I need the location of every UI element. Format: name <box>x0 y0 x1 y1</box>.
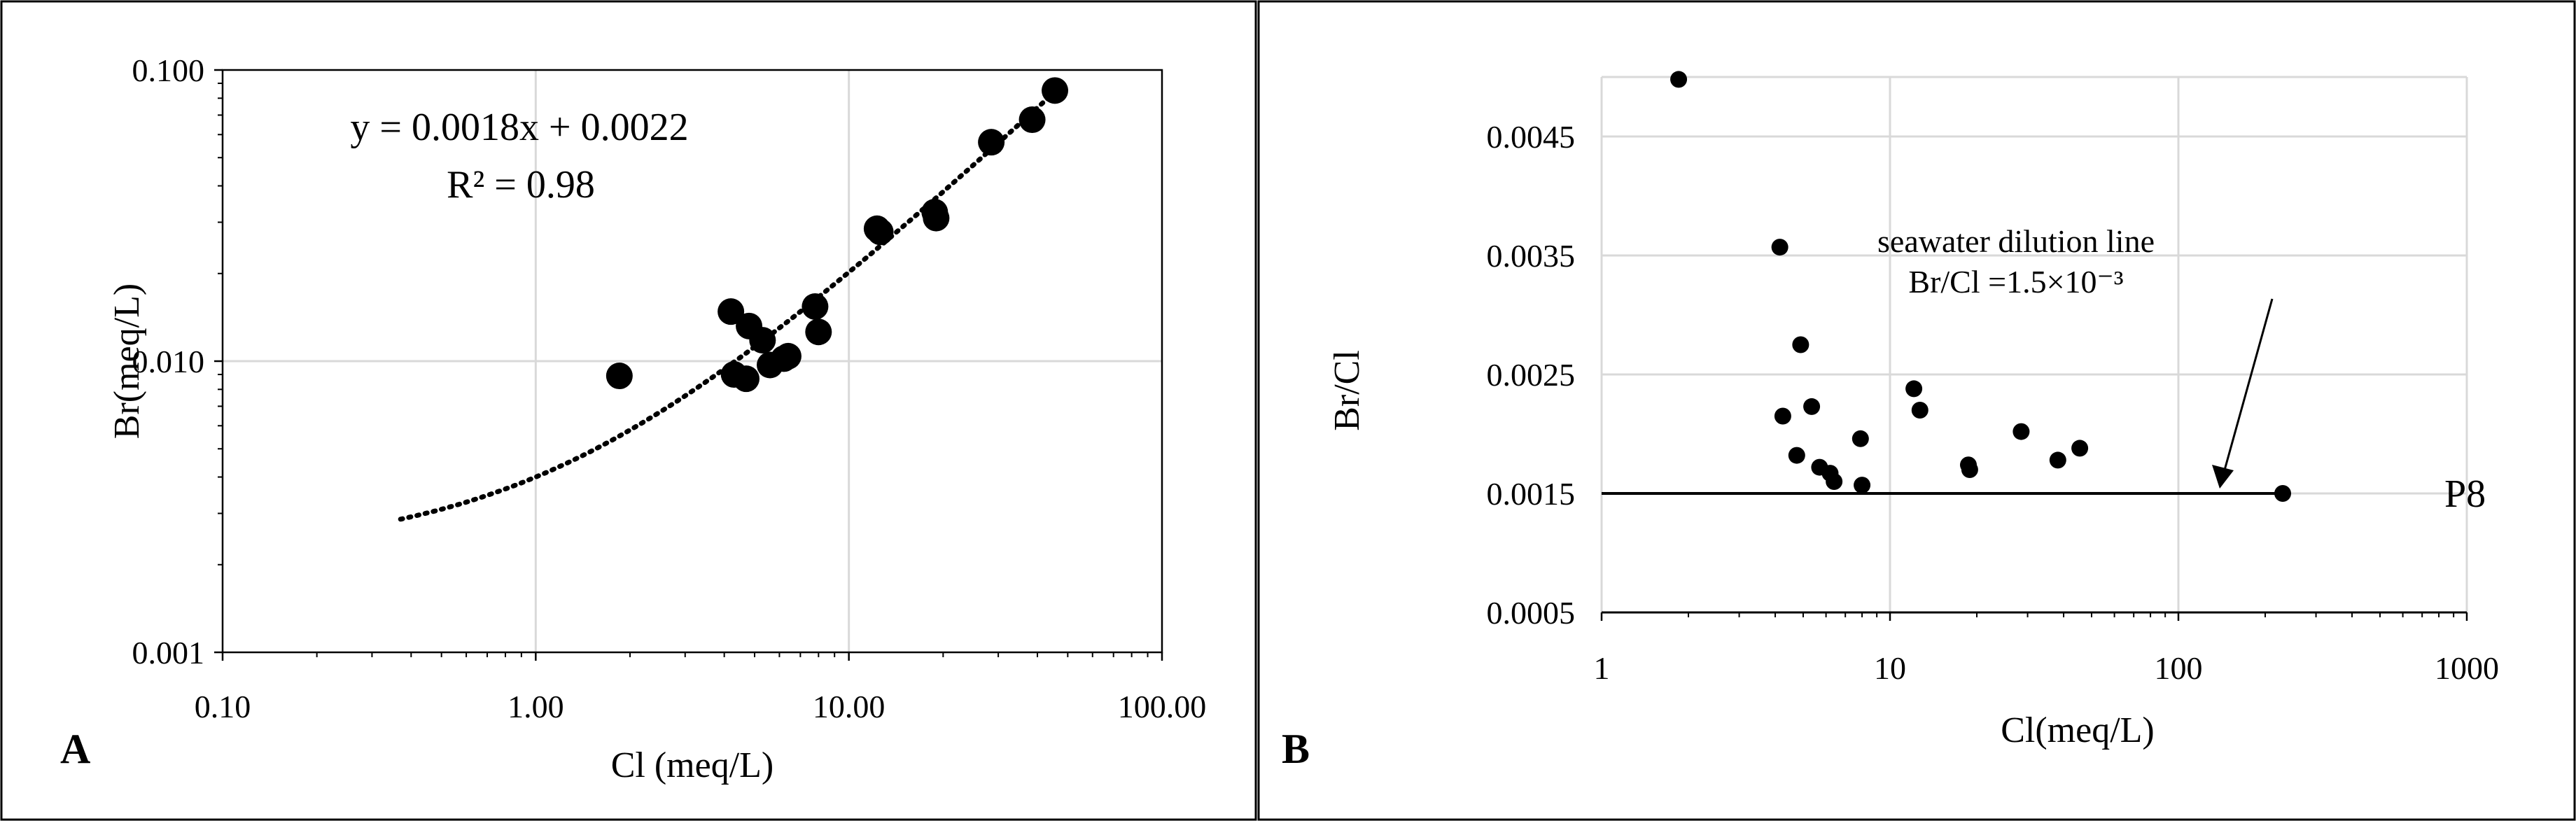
x-ticks-b: 1 10 100 1000 <box>1594 612 2499 686</box>
y-tick-label: 0.010 <box>132 344 205 379</box>
data-point <box>1792 336 1809 353</box>
y-axis-title-b: Br/Cl <box>1327 350 1367 431</box>
data-point <box>1803 398 1821 415</box>
annotation-line2-b: Br/Cl =1.5×10⁻³ <box>1908 264 2123 300</box>
panel-a: 0.10 1.00 10.00 100.00 0.001 0.010 0.100 y = … <box>0 0 1257 821</box>
data-point <box>1771 239 1788 256</box>
data-point <box>867 218 894 246</box>
data-point <box>1851 430 1869 447</box>
data-point <box>923 204 950 232</box>
panel-b: 1 10 100 1000 0.0005 0.0015 0.0025 0.0035 0.004… <box>1257 0 2576 821</box>
data-point <box>1905 380 1923 398</box>
x-tick-label: 100.00 <box>1118 689 1207 724</box>
data-point <box>1788 447 1805 464</box>
grid-a <box>223 70 1162 652</box>
chart-a: 0.10 1.00 10.00 100.00 0.001 0.010 0.100 y = … <box>0 0 1257 821</box>
data-point <box>1854 477 1871 494</box>
x-tick-label: 1 <box>1594 650 1610 686</box>
data-point <box>1018 106 1046 134</box>
y-tick-label: 0.0005 <box>1487 595 1576 631</box>
data-point <box>732 365 760 393</box>
y-tick-label: 0.0045 <box>1487 119 1576 155</box>
data-point <box>2012 423 2030 440</box>
x-ticks-a: 0.10 1.00 10.00 100.00 <box>195 652 1207 724</box>
r-squared-a: R² = 0.98 <box>447 163 595 206</box>
y-axis-title-a: Br(meq/L) <box>107 283 147 439</box>
y-tick-label: 0.0035 <box>1487 238 1576 274</box>
annotation-arrow-shaft <box>2222 298 2274 473</box>
x-axis-title-a: Cl (meq/L) <box>611 745 774 785</box>
panel-a-frame <box>0 0 1257 821</box>
y-tick-label: 0.100 <box>132 52 205 88</box>
p8-label: P8 <box>2444 472 2486 516</box>
data-point <box>774 342 802 370</box>
data-point <box>978 129 1005 156</box>
points-a <box>606 77 1069 393</box>
data-point <box>2274 485 2292 502</box>
data-point <box>1911 402 1928 419</box>
y-ticks-a: 0.001 0.010 0.100 <box>132 52 223 671</box>
y-tick-label: 0.0025 <box>1487 357 1576 393</box>
data-point <box>718 298 745 325</box>
panel-b-frame <box>1257 0 2576 821</box>
equation-a: y = 0.0018x + 0.0022 <box>350 106 688 149</box>
panel-label-b: B <box>1282 726 1310 772</box>
annotation-arrowhead <box>2212 465 2234 489</box>
x-tick-label: 10.00 <box>813 689 886 724</box>
data-point <box>606 363 633 390</box>
x-tick-label: 10 <box>1874 650 1906 686</box>
data-point <box>1670 71 1688 88</box>
x-tick-label: 1.00 <box>507 689 564 724</box>
panel-label-a: A <box>60 726 90 772</box>
data-point <box>1826 473 1843 490</box>
grid-b <box>1600 76 2468 614</box>
x-axis-title-b: Cl(meq/L) <box>2001 710 2155 750</box>
points-b <box>1670 71 2292 502</box>
data-point <box>1042 77 1069 104</box>
data-point <box>805 318 832 346</box>
y-ticks-b: 0.0005 0.0015 0.0025 0.0035 0.0045 <box>1487 119 1576 631</box>
y-tick-label: 0.0015 <box>1487 476 1576 512</box>
annotation-line1-b: seawater dilution line <box>1877 223 2155 259</box>
x-tick-label: 1000 <box>2435 650 2499 686</box>
data-point <box>1961 461 1978 478</box>
x-tick-label: 100 <box>2155 650 2203 686</box>
data-point <box>2071 440 2089 457</box>
data-point <box>1774 407 1791 425</box>
data-point <box>802 293 829 320</box>
chart-b: 1 10 100 1000 0.0005 0.0015 0.0025 0.0035 0.004… <box>1257 0 2576 821</box>
data-point <box>2049 451 2066 469</box>
x-tick-label: 0.10 <box>195 689 251 724</box>
data-point <box>749 327 776 354</box>
y-tick-label: 0.001 <box>132 635 205 671</box>
